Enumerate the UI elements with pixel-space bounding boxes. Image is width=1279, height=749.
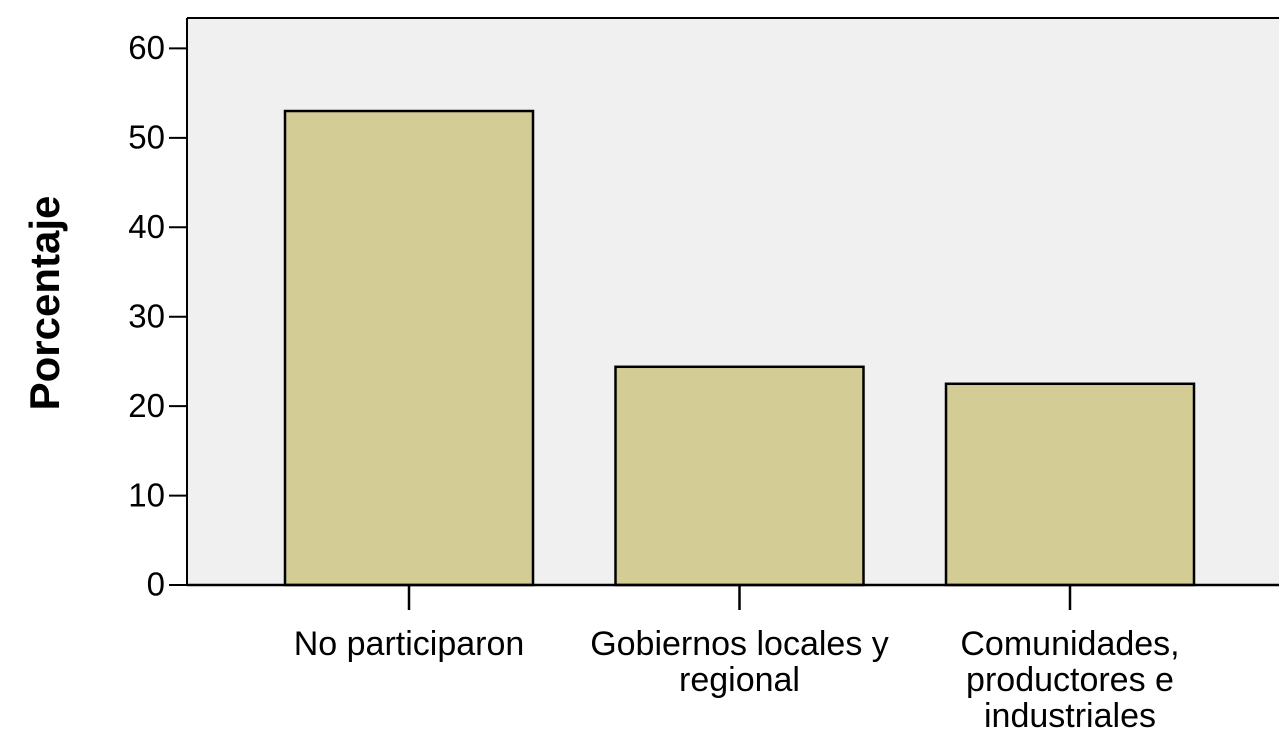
y-tick-label: 30 [128,297,165,334]
x-tick-label: Comunidades, productores e industriales [960,625,1179,735]
y-tick-label: 60 [128,29,165,66]
bar [614,365,865,587]
y-tick-label: 50 [128,119,165,156]
y-tick-label: 20 [128,387,165,424]
x-tick-label: No participaron [294,625,525,663]
x-tick-label: Gobiernos locales y regional [590,625,889,699]
y-tick-label: 0 [147,566,165,603]
y-tick-label: 40 [128,208,165,245]
y-axis-title: Porcentaje [21,196,68,411]
y-tick-label: 10 [128,476,165,513]
bar [944,382,1196,587]
bar [283,109,535,587]
